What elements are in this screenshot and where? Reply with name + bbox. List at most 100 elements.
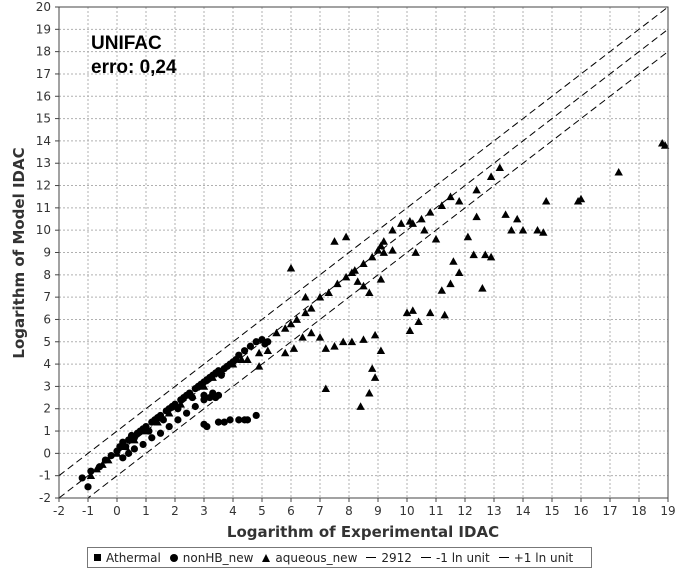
point-triangle — [353, 277, 362, 285]
point-triangle — [376, 241, 386, 250]
x-tick-label: 10 — [399, 504, 414, 518]
point-triangle — [347, 268, 357, 276]
point-triangle — [176, 400, 185, 408]
point-triangle — [165, 408, 174, 417]
annotation-model: UNIFAC — [91, 33, 162, 54]
legend-label-aqueous: aqueous_new — [275, 550, 358, 565]
point-circle — [174, 416, 182, 424]
point-triangle — [199, 382, 209, 390]
y-tick-label: -1 — [39, 469, 51, 483]
point-triangle — [426, 208, 435, 216]
line-marker-icon — [420, 557, 431, 558]
y-tick-label: 5 — [43, 335, 51, 349]
point-circle — [235, 351, 243, 359]
point-circle — [130, 445, 138, 453]
reference-line — [59, 7, 668, 477]
point-triangle — [542, 196, 551, 205]
point-triangle — [426, 308, 435, 317]
point-triangle — [539, 228, 548, 236]
point-triangle — [286, 263, 296, 272]
point-circle — [243, 416, 252, 424]
point-circle — [264, 338, 272, 346]
point-triangle — [379, 237, 388, 245]
x-tick-label: 3 — [200, 504, 208, 518]
point-triangle — [455, 268, 464, 276]
legend-label-2912: 2912 — [381, 550, 412, 565]
point-triangle — [405, 326, 415, 334]
point-circle — [139, 440, 147, 449]
y-tick-label: 14 — [36, 134, 51, 148]
point-triangle — [481, 250, 490, 259]
point-triangle — [289, 344, 299, 352]
point-triangle — [359, 259, 368, 268]
point-triangle — [237, 355, 246, 363]
legend-item-minus1: -1 ln unit — [420, 551, 490, 565]
y-tick-label: 13 — [36, 156, 51, 170]
y-tick-label: 6 — [43, 312, 51, 326]
point-triangle — [359, 335, 368, 343]
y-tick-label: 18 — [36, 45, 51, 59]
point-circle — [252, 411, 260, 420]
legend-item-plus1: +1 ln unit — [498, 551, 573, 565]
legend-label-athermal: Athermal — [106, 550, 161, 565]
point-triangle — [86, 471, 96, 480]
point-triangle — [414, 317, 423, 326]
x-tick-label: -1 — [82, 504, 94, 518]
point-circle — [183, 409, 191, 417]
point-triangle — [141, 426, 151, 435]
point-triangle — [368, 252, 377, 261]
point-triangle — [446, 192, 455, 201]
point-triangle — [472, 212, 481, 221]
x-tick-label: 14 — [515, 504, 530, 518]
point-triangle — [243, 355, 252, 363]
reference-line — [87, 51, 668, 498]
point-triangle — [347, 337, 357, 346]
point-triangle — [281, 324, 290, 332]
point-circle — [156, 429, 165, 437]
y-tick-label: 20 — [36, 0, 51, 14]
point-circle — [165, 422, 173, 431]
x-tick-label: 0 — [113, 504, 121, 518]
y-tick-label: 1 — [43, 424, 51, 438]
point-triangle — [333, 279, 342, 288]
x-tick-label: -2 — [53, 504, 65, 518]
x-tick-label: 13 — [486, 504, 501, 518]
point-triangle — [341, 232, 351, 241]
point-triangle — [397, 219, 406, 227]
y-tick-label: 3 — [43, 379, 51, 393]
x-tick-label: 1 — [142, 504, 150, 518]
y-tick-label: 19 — [36, 22, 51, 36]
point-triangle — [254, 362, 264, 370]
point-circle — [226, 416, 234, 424]
point-triangle — [486, 252, 496, 261]
point-triangle — [330, 237, 339, 245]
point-triangle — [188, 391, 197, 399]
point-triangle — [359, 281, 368, 290]
point-triangle — [292, 315, 301, 323]
x-tick-label: 2 — [171, 504, 179, 518]
point-triangle — [411, 248, 420, 256]
point-triangle — [469, 250, 478, 259]
point-circle — [87, 467, 95, 475]
point-triangle — [307, 328, 316, 337]
point-triangle — [307, 304, 316, 312]
point-triangle — [356, 402, 365, 410]
x-tick-label: 5 — [258, 504, 266, 518]
point-triangle — [130, 435, 139, 444]
data-points — [78, 138, 670, 491]
point-triangle — [370, 330, 380, 339]
legend-item-nonhb: nonHB_new — [169, 551, 253, 565]
y-tick-label: 8 — [43, 268, 51, 282]
point-triangle — [330, 342, 339, 350]
point-triangle — [301, 292, 310, 301]
y-tick-label: 11 — [36, 201, 51, 215]
line-marker-icon — [366, 557, 377, 558]
x-tick-label: 15 — [544, 504, 559, 518]
x-axis-title: Logarithm of Experimental IDAC — [227, 523, 499, 541]
point-triangle — [437, 286, 446, 294]
point-triangle — [370, 373, 380, 381]
x-tick-label: 8 — [345, 504, 353, 518]
point-triangle — [376, 346, 386, 355]
point-triangle — [388, 246, 397, 254]
